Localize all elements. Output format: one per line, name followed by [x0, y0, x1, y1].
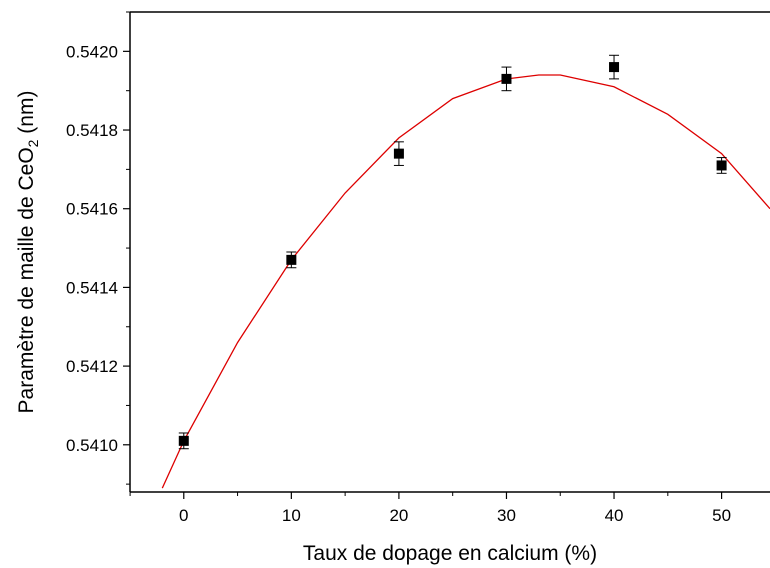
- y-axis-title-suffix: (nm): [15, 91, 38, 140]
- x-tick-label: 20: [389, 506, 408, 525]
- x-axis-title: Taux de dopage en calcium (%): [303, 542, 597, 565]
- x-tick-label: 50: [712, 506, 731, 525]
- x-tick-label: 10: [282, 506, 301, 525]
- y-tick-label: 0.5420: [66, 42, 118, 61]
- y-tick-label: 0.5412: [66, 357, 118, 376]
- y-axis-ticks: 0.5410 0.5412 0.5414 0.5416 0.5418 0.5420: [66, 11, 130, 485]
- x-tick-label: 30: [497, 506, 516, 525]
- y-tick-label: 0.5410: [66, 436, 118, 455]
- data-point: [609, 62, 620, 73]
- fit-curve-layer: [161, 74, 770, 489]
- data-point: [178, 435, 189, 446]
- x-tick-label: 40: [605, 506, 624, 525]
- x-axis-ticks: 0 10 20 30 40 50: [129, 492, 731, 525]
- y-axis-title-subscript: 2: [25, 139, 41, 147]
- data-point: [393, 148, 404, 159]
- y-tick-label: 0.5418: [66, 121, 118, 140]
- data-point: [501, 73, 512, 84]
- fit-curve: [161, 74, 770, 489]
- x-tick-label: 0: [179, 506, 188, 525]
- data-point: [716, 160, 727, 171]
- plot-frame: [129, 11, 770, 493]
- data-points-layer: [178, 54, 727, 450]
- y-axis-title: Paramètre de maille de CeO2 (nm): [15, 91, 41, 414]
- y-tick-label: 0.5414: [66, 278, 118, 297]
- y-tick-label: 0.5416: [66, 200, 118, 219]
- data-point: [286, 254, 297, 265]
- y-axis-title-main: Paramètre de maille de CeO: [15, 147, 38, 413]
